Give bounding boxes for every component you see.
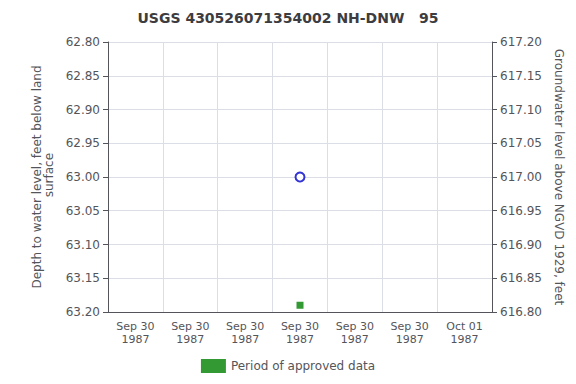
- svg-text:63.20: 63.20: [66, 305, 100, 319]
- svg-text:63.10: 63.10: [66, 238, 100, 252]
- svg-text:Sep 30: Sep 30: [281, 320, 319, 333]
- svg-text:617.15: 617.15: [500, 69, 542, 83]
- svg-text:1987: 1987: [451, 333, 479, 346]
- svg-text:1987: 1987: [121, 333, 149, 346]
- svg-text:62.80: 62.80: [66, 35, 100, 49]
- svg-text:616.80: 616.80: [500, 305, 542, 319]
- svg-text:63.00: 63.00: [66, 170, 100, 184]
- svg-text:1987: 1987: [341, 333, 369, 346]
- svg-text:Sep 30: Sep 30: [391, 320, 429, 333]
- svg-text:USGS 430526071354002 NH-DNW: USGS 430526071354002 NH-DNW 95: [137, 10, 438, 26]
- svg-text:1987: 1987: [231, 333, 259, 346]
- svg-text:1987: 1987: [176, 333, 204, 346]
- svg-text:62.90: 62.90: [66, 103, 100, 117]
- svg-text:1987: 1987: [286, 333, 314, 346]
- svg-text:617.00: 617.00: [500, 170, 542, 184]
- svg-text:63.15: 63.15: [66, 271, 100, 285]
- svg-text:616.85: 616.85: [500, 271, 542, 285]
- svg-text:Depth to water level, feet bel: Depth to water level, feet below land: [29, 65, 44, 289]
- svg-text:Sep 30: Sep 30: [226, 320, 264, 333]
- svg-text:63.05: 63.05: [66, 204, 100, 218]
- svg-text:Period of approved data: Period of approved data: [231, 359, 375, 373]
- svg-text:616.95: 616.95: [500, 204, 542, 218]
- svg-text:62.85: 62.85: [66, 69, 100, 83]
- svg-text:62.95: 62.95: [66, 136, 100, 150]
- svg-text:Sep 30: Sep 30: [336, 320, 374, 333]
- svg-text:617.20: 617.20: [500, 35, 542, 49]
- svg-text:Sep 30: Sep 30: [171, 320, 209, 333]
- svg-text:Oct 01: Oct 01: [446, 320, 483, 333]
- svg-text:surface: surface: [42, 153, 56, 201]
- svg-text:Groundwater level above NGVD 1: Groundwater level above NGVD 1929, feet: [552, 49, 566, 306]
- svg-text:Sep 30: Sep 30: [116, 320, 154, 333]
- svg-text:617.05: 617.05: [500, 136, 542, 150]
- svg-text:616.90: 616.90: [500, 238, 542, 252]
- svg-text:1987: 1987: [396, 333, 424, 346]
- svg-text:617.10: 617.10: [500, 103, 542, 117]
